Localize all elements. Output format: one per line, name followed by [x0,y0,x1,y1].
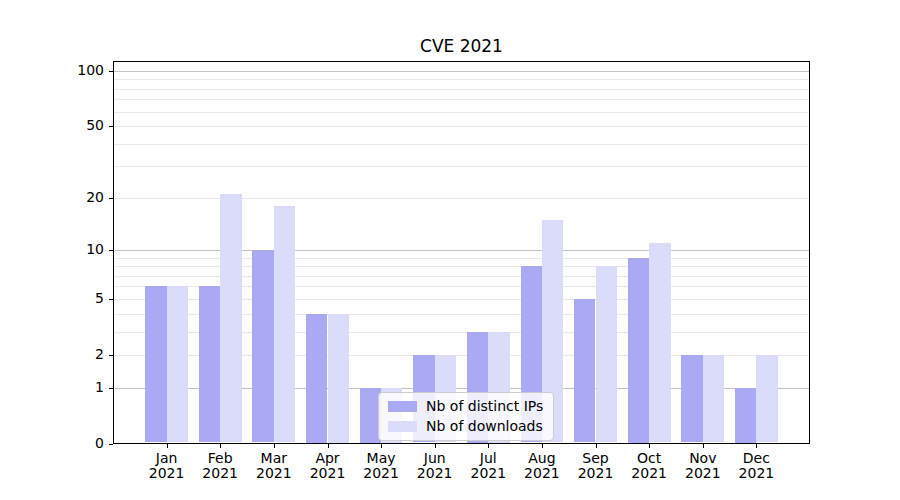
minor-gridline [114,89,809,90]
bar-downloads [328,314,349,443]
x-tick-year: 2021 [721,466,791,482]
bar-downloads [703,355,724,443]
y-tick-mark [109,198,113,199]
y-tick-mark [109,355,113,356]
x-tick-label: Dec2021 [721,451,791,482]
x-tick-mark [167,444,168,448]
minor-gridline [114,198,809,199]
y-tick-label: 100 [0,62,104,78]
x-tick-mark [435,444,436,448]
bar-downloads [274,206,295,443]
major-gridline [114,250,809,251]
legend: Nb of distinct IPs Nb of downloads [378,392,554,441]
bar-downloads [220,194,241,443]
bar-downloads [167,286,188,442]
x-tick-mark [220,444,221,448]
y-tick-label: 50 [0,117,104,133]
x-tick-mark [381,444,382,448]
bar-distinct-ips [199,286,220,442]
y-tick-label: 0 [0,435,104,451]
y-tick-mark [109,250,113,251]
minor-gridline [114,166,809,167]
y-tick-mark [109,126,113,127]
y-tick-label: 20 [0,189,104,205]
minor-gridline [114,112,809,113]
x-tick-mark [649,444,650,448]
y-tick-mark [109,71,113,72]
x-tick-mark [274,444,275,448]
major-gridline [114,71,809,72]
x-tick-mark [488,444,489,448]
x-tick-mark [328,444,329,448]
y-tick-label: 2 [0,346,104,362]
bar-distinct-ips [628,258,649,443]
bar-distinct-ips [306,314,327,443]
chart-title: CVE 2021 [113,36,810,56]
y-tick-label: 1 [0,379,104,395]
chart: CVE 2021 Nb of distinct IPs Nb of downlo… [0,0,900,500]
x-tick-mark [596,444,597,448]
y-tick-label: 5 [0,290,104,306]
bar-downloads [596,266,617,442]
legend-swatch-distinct-ips [388,401,417,412]
x-tick-mark [756,444,757,448]
minor-gridline [114,276,809,277]
legend-entry: Nb of downloads [388,418,543,434]
bar-downloads [756,355,777,443]
x-tick-mark [542,444,543,448]
minor-gridline [114,79,809,80]
minor-gridline [114,266,809,267]
minor-gridline [114,258,809,259]
y-tick-mark [109,388,113,389]
x-tick-month: Dec [721,451,791,467]
minor-gridline [114,126,809,127]
legend-swatch-downloads [388,421,417,432]
bar-downloads [649,243,670,443]
y-tick-mark [109,299,113,300]
y-tick-mark [109,444,113,445]
minor-gridline [114,144,809,145]
minor-gridline [114,99,809,100]
bar-distinct-ips [735,388,756,443]
y-tick-label: 10 [0,241,104,257]
x-tick-mark [703,444,704,448]
bar-distinct-ips [574,299,595,443]
bar-distinct-ips [252,250,273,443]
legend-label: Nb of distinct IPs [426,398,543,414]
legend-label: Nb of downloads [426,418,543,434]
bar-distinct-ips [681,355,702,443]
legend-entry: Nb of distinct IPs [388,398,543,414]
bar-distinct-ips [145,286,166,442]
